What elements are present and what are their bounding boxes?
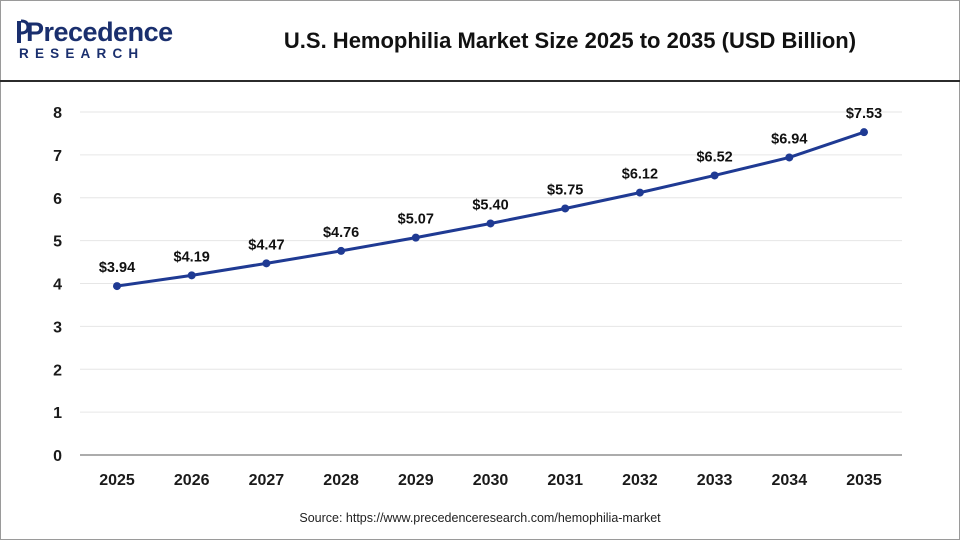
logo-subtext: RESEARCH: [19, 46, 145, 61]
data-label: $6.94: [771, 131, 807, 147]
data-point: [337, 246, 346, 255]
x-tick-label: 2026: [174, 472, 210, 489]
y-tick-label: 5: [53, 234, 62, 251]
y-tick-label: 8: [53, 105, 62, 122]
x-tick-label: 2029: [398, 472, 434, 489]
logo-mark-icon: [17, 19, 28, 43]
data-label: $4.76: [323, 225, 359, 241]
data-label: $6.52: [696, 149, 732, 165]
y-tick-label: 3: [53, 319, 62, 336]
source-note: Source: https://www.precedenceresearch.c…: [299, 511, 661, 525]
y-tick-label: 4: [53, 277, 62, 294]
logo-wordmark: Precedence: [26, 17, 173, 47]
chart-title: U.S. Hemophilia Market Size 2025 to 2035…: [283, 28, 857, 53]
x-tick-label: 2030: [473, 472, 509, 489]
x-tick-label: 2027: [249, 472, 285, 489]
y-tick-label: 1: [53, 405, 62, 422]
data-point: [785, 153, 794, 162]
data-label: $5.75: [547, 182, 583, 198]
x-tick-label: 2033: [697, 472, 733, 489]
data-point: [411, 233, 420, 242]
data-label: $4.19: [174, 249, 210, 265]
header: Precedence RESEARCH U.S. Hemophilia Mark…: [0, 0, 960, 82]
data-point: [860, 128, 868, 137]
y-tick-label: 7: [53, 148, 62, 165]
line-chart: 0 1 2 3 4 5 6 7 8 2025 2026 2027 2028 2029 2030 2031 203…: [53, 105, 902, 489]
data-point: [113, 282, 121, 291]
x-tick-label: 2031: [547, 472, 583, 489]
y-tick-label: 0: [53, 448, 62, 465]
brand-logo: Precedence RESEARCH: [16, 16, 173, 66]
y-tick-label: 2: [53, 362, 62, 379]
x-tick-label: 2028: [323, 472, 359, 489]
x-tick-label: 2035: [846, 472, 882, 489]
data-label: $6.12: [622, 167, 658, 183]
x-tick-label: 2025: [99, 472, 135, 489]
data-point: [561, 204, 570, 213]
y-tick-label: 6: [53, 191, 62, 208]
data-point: [635, 188, 644, 197]
data-point: [262, 259, 271, 268]
x-tick-label: 2032: [622, 472, 658, 489]
data-label: $5.40: [472, 197, 508, 213]
data-point: [486, 219, 495, 228]
data-label: $5.07: [398, 212, 434, 228]
data-point: [187, 271, 196, 280]
data-point: [710, 171, 719, 180]
x-tick-label: 2034: [772, 472, 808, 489]
data-label: $3.94: [99, 260, 135, 276]
data-label: $4.47: [248, 237, 284, 253]
data-label: $7.53: [846, 106, 882, 122]
